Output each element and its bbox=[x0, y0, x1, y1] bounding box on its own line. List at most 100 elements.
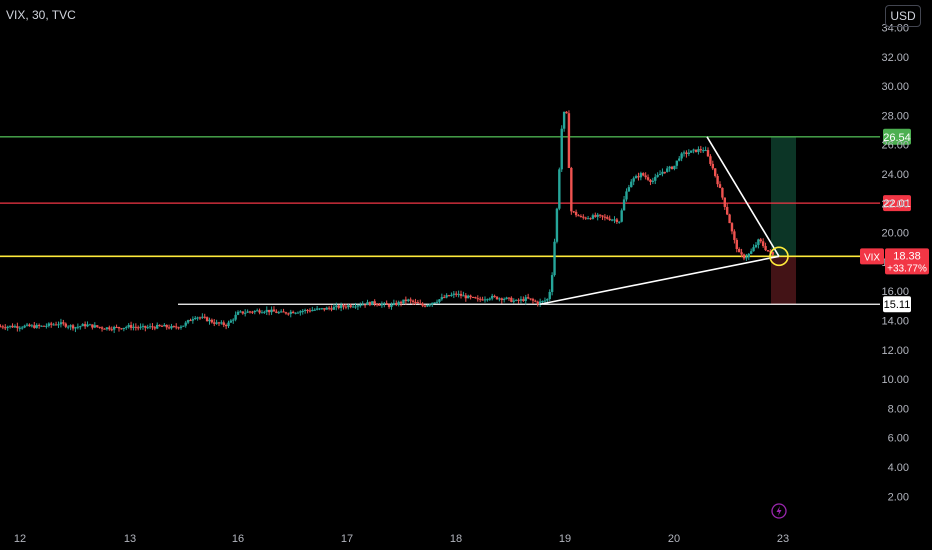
candle-body bbox=[1, 326, 5, 328]
candle-body bbox=[443, 297, 446, 299]
candle-body bbox=[589, 218, 592, 220]
candle-body bbox=[112, 326, 116, 330]
candle-body bbox=[661, 171, 664, 174]
candle-body bbox=[421, 303, 424, 306]
candle-body bbox=[76, 326, 80, 328]
candle-body bbox=[363, 304, 367, 306]
candle-body bbox=[462, 295, 465, 297]
candle-body bbox=[627, 187, 631, 192]
y-tick-label: 6.00 bbox=[888, 433, 909, 445]
candle-body bbox=[608, 218, 611, 221]
candle-body bbox=[620, 210, 623, 222]
candle-body bbox=[658, 173, 662, 176]
candle-body bbox=[335, 305, 338, 307]
symbol-badge bbox=[860, 248, 884, 265]
candle-body bbox=[91, 324, 94, 328]
candle-body bbox=[517, 299, 520, 301]
candle-body bbox=[108, 327, 111, 330]
candle-body bbox=[399, 301, 403, 304]
candle-body bbox=[745, 257, 748, 259]
candle-body bbox=[74, 327, 77, 329]
candle-body bbox=[694, 149, 698, 152]
candle-body bbox=[426, 305, 429, 307]
candle-body bbox=[253, 310, 256, 313]
x-tick-label: 16 bbox=[232, 533, 244, 545]
y-tick-label: 32.00 bbox=[881, 52, 909, 64]
candle-body bbox=[431, 302, 434, 305]
candle-body bbox=[498, 298, 501, 300]
candle-body bbox=[514, 299, 518, 301]
candle-body bbox=[579, 216, 583, 218]
candle-body bbox=[416, 302, 420, 304]
candle-body bbox=[411, 300, 415, 302]
candle-body bbox=[265, 309, 268, 312]
candle-body bbox=[476, 298, 479, 300]
candle-body bbox=[546, 298, 549, 301]
candle-body bbox=[201, 316, 204, 318]
candle-body bbox=[596, 214, 599, 217]
candle-body bbox=[8, 325, 12, 327]
candle-body bbox=[279, 311, 283, 313]
candle-body bbox=[483, 299, 487, 301]
candle-body bbox=[560, 128, 563, 170]
candle-body bbox=[486, 299, 489, 301]
x-tick-label: 20 bbox=[668, 533, 680, 545]
candle-body bbox=[246, 311, 249, 313]
candle-body bbox=[191, 319, 195, 321]
candle-body bbox=[100, 327, 104, 329]
candle-body bbox=[98, 326, 101, 328]
candle-body bbox=[447, 295, 451, 297]
candle-body bbox=[500, 298, 503, 301]
candle-body bbox=[737, 248, 741, 253]
candle-body bbox=[88, 324, 92, 326]
x-tick-label: 19 bbox=[559, 533, 571, 545]
candle-body bbox=[105, 327, 109, 330]
x-tick-label: 18 bbox=[450, 533, 462, 545]
y-tick-label: 22.00 bbox=[881, 198, 909, 210]
candle-body bbox=[115, 326, 118, 328]
candle-body bbox=[601, 215, 604, 217]
candle-body bbox=[459, 293, 463, 296]
candle-body bbox=[158, 324, 161, 326]
candles bbox=[0, 110, 774, 334]
candle-body bbox=[141, 325, 145, 327]
price-axis: 2.004.006.008.0010.0012.0014.0016.0018.0… bbox=[860, 23, 929, 503]
candle-body bbox=[255, 310, 259, 312]
candle-body bbox=[404, 299, 408, 302]
flash-icon[interactable] bbox=[771, 503, 787, 519]
profit-zone bbox=[771, 136, 796, 257]
candle-body bbox=[567, 113, 571, 168]
candle-body bbox=[733, 231, 736, 240]
candle-body bbox=[287, 313, 290, 315]
candle-body bbox=[260, 312, 264, 314]
candle-body bbox=[622, 199, 626, 211]
candle-body bbox=[81, 324, 84, 327]
candle-body bbox=[558, 169, 561, 209]
candle-body bbox=[320, 308, 324, 310]
candle-body bbox=[241, 311, 244, 314]
currency-button[interactable]: USD bbox=[885, 5, 921, 27]
candle-body bbox=[452, 293, 456, 295]
y-tick-label: 10.00 bbox=[881, 374, 909, 386]
candle-body bbox=[495, 296, 499, 300]
candle-body bbox=[445, 295, 448, 298]
candle-body bbox=[598, 214, 602, 216]
candle-body bbox=[144, 325, 147, 328]
candle-body bbox=[692, 149, 695, 151]
candle-body bbox=[378, 304, 381, 306]
candle-body bbox=[232, 319, 235, 321]
candle-body bbox=[685, 152, 688, 154]
candle-body bbox=[649, 179, 652, 182]
candle-body bbox=[639, 173, 643, 178]
candle-body bbox=[267, 309, 271, 313]
candle-body bbox=[337, 305, 340, 308]
candle-body bbox=[248, 311, 252, 313]
candle-body bbox=[464, 295, 468, 299]
candle-body bbox=[222, 322, 225, 326]
candle-body bbox=[749, 251, 753, 254]
candle-body bbox=[251, 311, 254, 313]
candle-body bbox=[69, 325, 72, 327]
y-tick-label: 20.00 bbox=[881, 228, 909, 240]
candle-body bbox=[184, 322, 187, 326]
